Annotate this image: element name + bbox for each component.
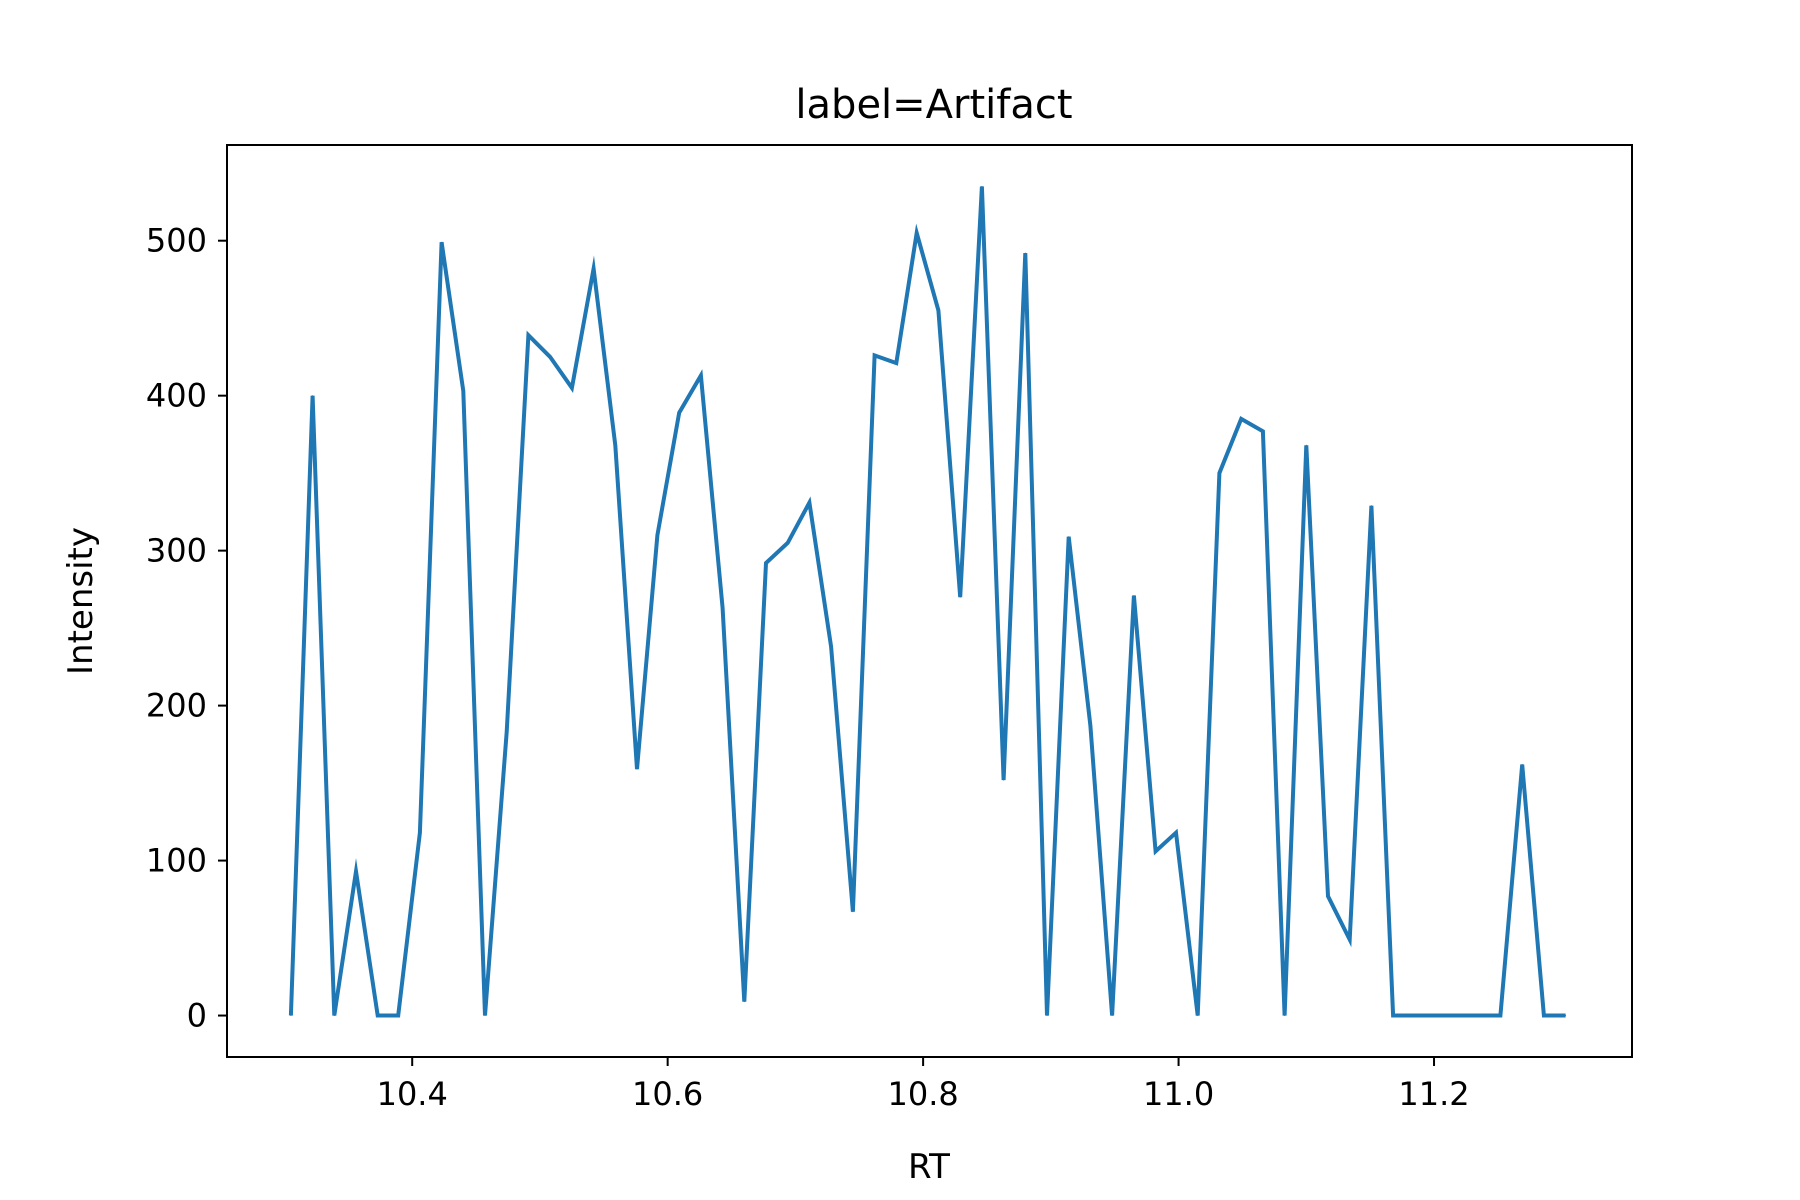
data-point — [1068, 536, 1070, 538]
y-tick-label: 500 — [146, 222, 207, 260]
data-point — [1543, 1015, 1545, 1016]
data-point — [1392, 1015, 1394, 1016]
data-point — [1155, 850, 1157, 852]
chart-title: label=Artifact — [795, 82, 1072, 128]
data-point — [1003, 779, 1005, 781]
data-point — [1218, 472, 1220, 474]
data-point — [571, 387, 573, 389]
data-point — [959, 596, 961, 598]
data-point — [1305, 444, 1307, 446]
plot-frame — [226, 144, 1633, 1058]
data-point — [333, 1015, 335, 1016]
data-point — [484, 1015, 486, 1016]
data-point — [1197, 1015, 1199, 1016]
data-point — [830, 646, 832, 648]
data-point — [808, 502, 810, 504]
y-axis-label: Intensity — [61, 527, 101, 675]
data-point — [636, 768, 638, 770]
data-point — [462, 390, 464, 392]
series-line — [288, 186, 1566, 1018]
data-point — [1521, 764, 1523, 765]
data-point — [355, 870, 357, 872]
data-point — [1284, 1015, 1286, 1016]
data-point — [787, 542, 789, 544]
data-point — [441, 241, 443, 243]
data-point — [549, 356, 551, 358]
y-tick-label: 100 — [146, 842, 207, 880]
data-point — [937, 309, 939, 311]
data-point — [1456, 1015, 1458, 1016]
data-point — [1089, 725, 1091, 727]
data-point — [874, 354, 876, 356]
data-point — [506, 731, 508, 733]
x-tick-label: 11.2 — [1398, 1075, 1469, 1113]
x-tick-label: 10.4 — [377, 1075, 448, 1113]
data-point — [1327, 895, 1329, 897]
y-tick-label: 300 — [146, 532, 207, 570]
x-tick-label: 10.6 — [632, 1075, 703, 1113]
y-tick-label: 200 — [146, 687, 207, 725]
y-tick-label: 400 — [146, 377, 207, 415]
data-point — [377, 1015, 379, 1016]
plot-area — [288, 186, 1567, 1018]
data-point — [1111, 1015, 1113, 1016]
data-point — [1478, 1015, 1480, 1016]
data-point — [1565, 1015, 1567, 1016]
data-point — [722, 607, 724, 609]
data-point — [1024, 252, 1026, 254]
data-point — [593, 268, 595, 270]
data-point — [1262, 430, 1264, 432]
y-axis-ticks: 0 100 200 300 400 500 — [146, 222, 227, 1035]
data-point — [916, 232, 918, 234]
x-tick-label: 10.8 — [887, 1075, 958, 1113]
x-axis-label: RT — [908, 1147, 950, 1187]
data-point — [1414, 1015, 1416, 1016]
data-point — [1349, 939, 1351, 941]
data-point — [743, 1001, 745, 1003]
y-tick-label: 0 — [187, 997, 207, 1035]
data-point — [419, 832, 421, 834]
data-point — [527, 334, 529, 336]
data-point — [1240, 418, 1242, 420]
data-point — [765, 562, 767, 564]
data-point — [614, 444, 616, 446]
data-point — [1370, 505, 1372, 507]
data-point — [1046, 1015, 1048, 1016]
data-point — [397, 1015, 399, 1016]
data-point — [852, 911, 854, 913]
data-point — [1499, 1015, 1501, 1016]
x-axis-ticks: 10.4 10.6 10.8 11.0 11.2 — [377, 1057, 1470, 1113]
data-point — [700, 375, 702, 376]
data-point — [1434, 1015, 1436, 1016]
data-point — [1175, 832, 1177, 834]
data-point — [895, 362, 897, 364]
x-tick-label: 11.0 — [1143, 1075, 1214, 1113]
data-point — [290, 1015, 292, 1016]
data-point — [1133, 595, 1135, 597]
data-point — [312, 395, 314, 397]
data-point — [981, 186, 983, 187]
data-point — [656, 534, 658, 536]
data-point — [678, 412, 680, 414]
